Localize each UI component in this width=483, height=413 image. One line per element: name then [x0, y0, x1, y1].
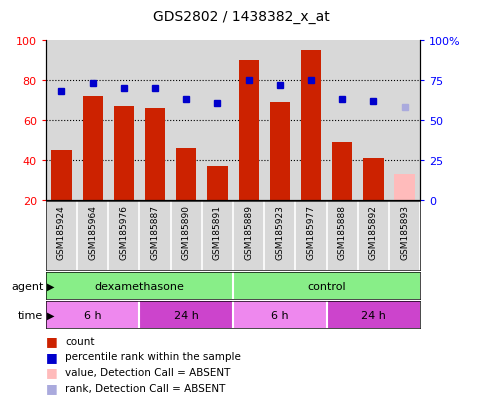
Text: percentile rank within the sample: percentile rank within the sample: [65, 351, 241, 361]
Text: GSM185923: GSM185923: [275, 204, 284, 259]
Text: ■: ■: [46, 366, 57, 379]
Text: 6 h: 6 h: [84, 310, 101, 320]
Text: value, Detection Call = ABSENT: value, Detection Call = ABSENT: [65, 367, 230, 377]
Text: 24 h: 24 h: [174, 310, 199, 320]
Text: GSM185892: GSM185892: [369, 204, 378, 259]
Bar: [395, 174, 415, 200]
Text: control: control: [307, 281, 346, 291]
Text: GSM185887: GSM185887: [151, 204, 159, 259]
Bar: [239, 61, 259, 200]
Bar: [332, 142, 353, 200]
Bar: [145, 109, 165, 200]
Text: ■: ■: [46, 334, 57, 347]
Text: GSM185888: GSM185888: [338, 204, 347, 259]
Bar: [176, 149, 197, 200]
Bar: [233, 301, 327, 328]
Text: GSM185890: GSM185890: [182, 204, 191, 259]
Bar: [46, 301, 140, 328]
Text: GSM185976: GSM185976: [119, 204, 128, 259]
Bar: [114, 107, 134, 200]
Text: time: time: [18, 310, 43, 320]
Text: 24 h: 24 h: [361, 310, 386, 320]
Bar: [301, 51, 321, 200]
Bar: [51, 151, 71, 200]
Text: agent: agent: [11, 281, 43, 291]
Bar: [270, 103, 290, 200]
Text: GSM185977: GSM185977: [307, 204, 315, 259]
Text: count: count: [65, 336, 95, 346]
Text: ▶: ▶: [47, 310, 55, 320]
Text: GSM185891: GSM185891: [213, 204, 222, 259]
Text: ■: ■: [46, 381, 57, 394]
Bar: [83, 97, 103, 200]
Text: ▶: ▶: [47, 281, 55, 291]
Bar: [140, 301, 233, 328]
Text: GSM185893: GSM185893: [400, 204, 409, 259]
Text: GSM185964: GSM185964: [88, 204, 97, 259]
Bar: [207, 166, 227, 200]
Bar: [327, 301, 420, 328]
Text: GSM185889: GSM185889: [244, 204, 253, 259]
Text: GSM185924: GSM185924: [57, 204, 66, 259]
Text: 6 h: 6 h: [271, 310, 289, 320]
Text: rank, Detection Call = ABSENT: rank, Detection Call = ABSENT: [65, 383, 226, 393]
Text: GDS2802 / 1438382_x_at: GDS2802 / 1438382_x_at: [153, 10, 330, 24]
Text: ■: ■: [46, 350, 57, 363]
Bar: [363, 159, 384, 200]
Text: dexamethasone: dexamethasone: [95, 281, 185, 291]
